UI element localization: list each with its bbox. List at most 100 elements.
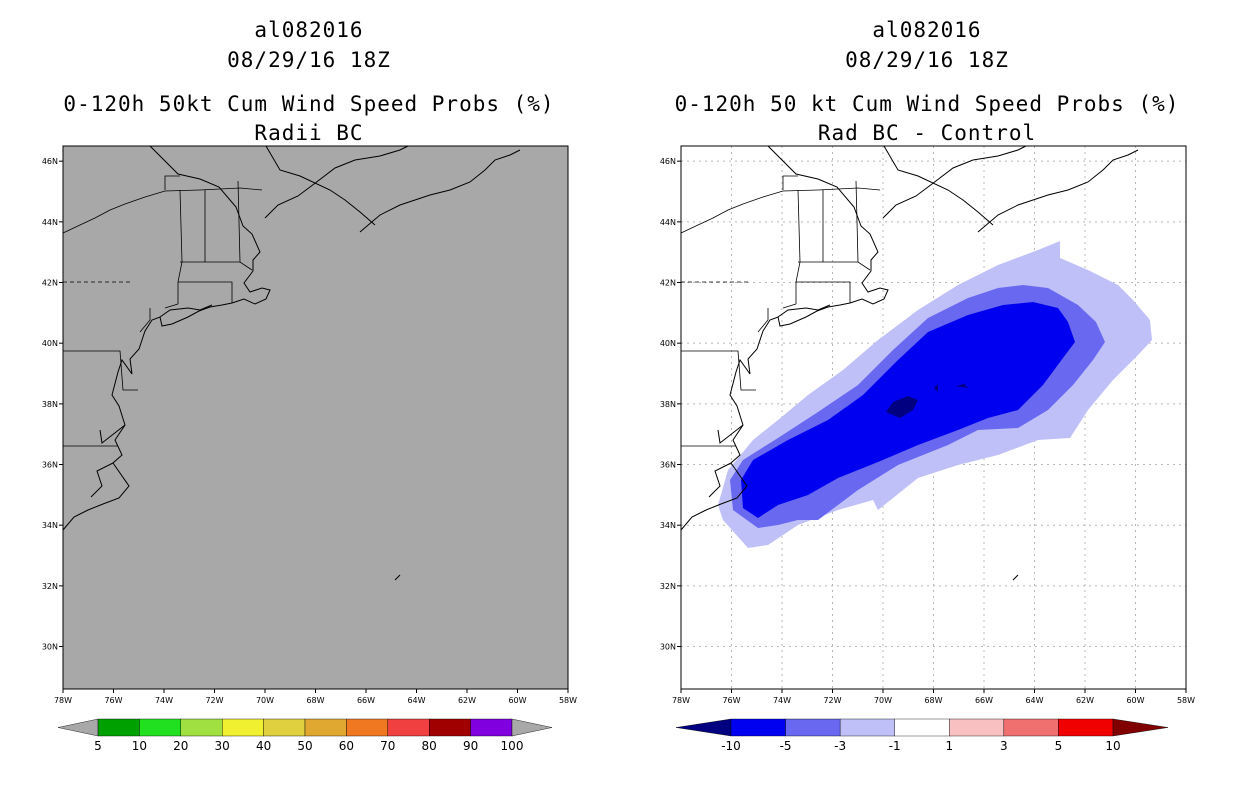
right-colorbar-label: 10: [1105, 739, 1120, 753]
right-colorbar-low-triangle: [675, 718, 732, 737]
left-colorbar-swatch: [346, 718, 388, 737]
left-colorbar-swatch: [387, 718, 430, 737]
right-colorbar-label: -10: [721, 739, 741, 753]
right-colorbar-label: 1: [945, 739, 953, 753]
left-colorbar-swatch: [221, 718, 264, 737]
left-lat-axis: 30N 32N 34N 36N 38N 40N 42N 44N 46N: [42, 157, 63, 652]
lat-label: 36N: [42, 461, 58, 470]
lon-label: 60W: [508, 696, 526, 705]
left-colorbar-label: 90: [463, 739, 478, 753]
left-colorbar-swatch: [97, 718, 140, 737]
right-colorbar-swatch: [730, 718, 786, 737]
left-colorbar-label: 80: [422, 739, 437, 753]
right-map-svg: 30N 32N 34N 36N 38N 40N 42N 44N 46N 78W 76W 74W 72W…: [660, 145, 1195, 753]
left-colorbar-swatch: [263, 718, 306, 737]
lat-label: 34N: [42, 521, 58, 530]
right-state-borders: [680, 175, 881, 447]
left-colorbar-label: 20: [173, 739, 188, 753]
lon-label: 78W: [54, 696, 72, 705]
lon-label: 76W: [722, 696, 740, 705]
left-colorbar-swatch: [139, 718, 181, 737]
lat-label: 38N: [660, 400, 676, 409]
lat-label: 32N: [660, 582, 676, 591]
lat-label: 30N: [660, 643, 676, 652]
lon-label: 58W: [559, 696, 577, 705]
lon-label: 70W: [256, 696, 274, 705]
left-colorbar-label: 5: [94, 739, 102, 753]
lon-label: 74W: [155, 696, 173, 705]
right-title-subtitle: Rad BC - Control: [817, 121, 1037, 145]
left-map-svg: 30N 32N 34N 36N 38N 40N 42N 44N 46N 78W 76W 74W 72W…: [42, 145, 577, 753]
left-colorbar-label: 70: [380, 739, 395, 753]
lon-label: 64W: [407, 696, 425, 705]
left-title-product: 0-120h 50kt Cum Wind Speed Probs (%): [63, 92, 555, 116]
left-state-borders: [62, 175, 263, 447]
lat-label: 46N: [42, 157, 58, 166]
lon-label: 78W: [672, 696, 690, 705]
lat-label: 44N: [42, 218, 58, 227]
left-colorbar-swatch: [429, 718, 471, 737]
right-colorbar-swatch: [1003, 718, 1059, 737]
lon-label: 70W: [874, 696, 892, 705]
left-colorbar-low-triangle: [57, 718, 99, 737]
lon-label: 66W: [975, 696, 993, 705]
right-colorbar-label: -5: [780, 739, 792, 753]
lat-label: 46N: [660, 157, 676, 166]
lat-label: 42N: [660, 279, 676, 288]
right-colorbar-swatch: [839, 718, 895, 737]
lon-label: 76W: [104, 696, 122, 705]
right-lon-axis: 78W 76W 74W 72W 70W 68W 66W 64W 62W 60W 58W: [672, 689, 1195, 705]
lon-label: 62W: [1076, 696, 1094, 705]
left-colorbar-label: 50: [297, 739, 312, 753]
left-title-datetime: 08/29/16 18Z: [227, 48, 391, 72]
left-panel: al082016 08/29/16 18Z 0-120h 50kt Cum Wi…: [42, 18, 577, 753]
left-colorbar-label: 40: [256, 739, 271, 753]
lon-label: 68W: [306, 696, 324, 705]
left-colorbar-label: 100: [501, 739, 524, 753]
lat-label: 36N: [660, 461, 676, 470]
lat-label: 32N: [42, 582, 58, 591]
lat-label: 40N: [42, 339, 58, 348]
right-lat-axis: 30N 32N 34N 36N 38N 40N 42N 44N 46N: [660, 157, 681, 652]
left-colorbar-swatch: [470, 718, 513, 737]
right-colorbar: -10 -5 -3 -1 1 3 5 10: [675, 718, 1169, 753]
left-lon-axis: 78W 76W 74W 72W 70W 68W 66W 64W 62W 60W 58W: [54, 689, 577, 705]
right-title-datetime: 08/29/16 18Z: [845, 48, 1009, 72]
right-title-storm-id: al082016: [872, 18, 982, 42]
right-colorbar-high-triangle: [1112, 718, 1169, 737]
lat-label: 42N: [42, 279, 58, 288]
lat-label: 30N: [42, 643, 58, 652]
left-colorbar: 5 10 20 30 40 50 60 70 80 90 100: [57, 718, 553, 753]
lat-label: 44N: [660, 218, 676, 227]
right-colorbar-swatch: [1058, 718, 1114, 737]
left-colorbar-label: 10: [132, 739, 147, 753]
lat-label: 38N: [42, 400, 58, 409]
right-colorbar-label: 3: [1000, 739, 1008, 753]
right-colorbar-label: 5: [1055, 739, 1063, 753]
left-colorbar-label: 60: [339, 739, 354, 753]
lon-label: 74W: [773, 696, 791, 705]
lon-label: 58W: [1177, 696, 1195, 705]
right-colorbar-label: -3: [834, 739, 846, 753]
lon-label: 64W: [1025, 696, 1043, 705]
lon-label: 72W: [823, 696, 841, 705]
lat-label: 34N: [660, 521, 676, 530]
lon-label: 66W: [357, 696, 375, 705]
left-colorbar-swatch: [304, 718, 347, 737]
right-colorbar-swatch: [785, 718, 841, 737]
right-contours: [718, 241, 1152, 548]
lon-label: 68W: [924, 696, 942, 705]
lat-label: 40N: [660, 339, 676, 348]
left-map-fill: [63, 146, 568, 689]
left-title-storm-id: al082016: [254, 18, 364, 42]
left-coastline: [62, 145, 521, 581]
contour-minus10: [886, 384, 968, 418]
left-title-subtitle: Radii BC: [254, 121, 364, 145]
right-title-product: 0-120h 50 kt Cum Wind Speed Probs (%): [674, 92, 1180, 116]
lon-label: 60W: [1126, 696, 1144, 705]
right-panel: al082016 08/29/16 18Z 0-120h 50 kt Cum W…: [618, 0, 1236, 800]
left-colorbar-high-triangle: [511, 718, 553, 737]
left-colorbar-label: 30: [215, 739, 230, 753]
right-colorbar-swatch: [894, 718, 950, 737]
lon-label: 62W: [458, 696, 476, 705]
